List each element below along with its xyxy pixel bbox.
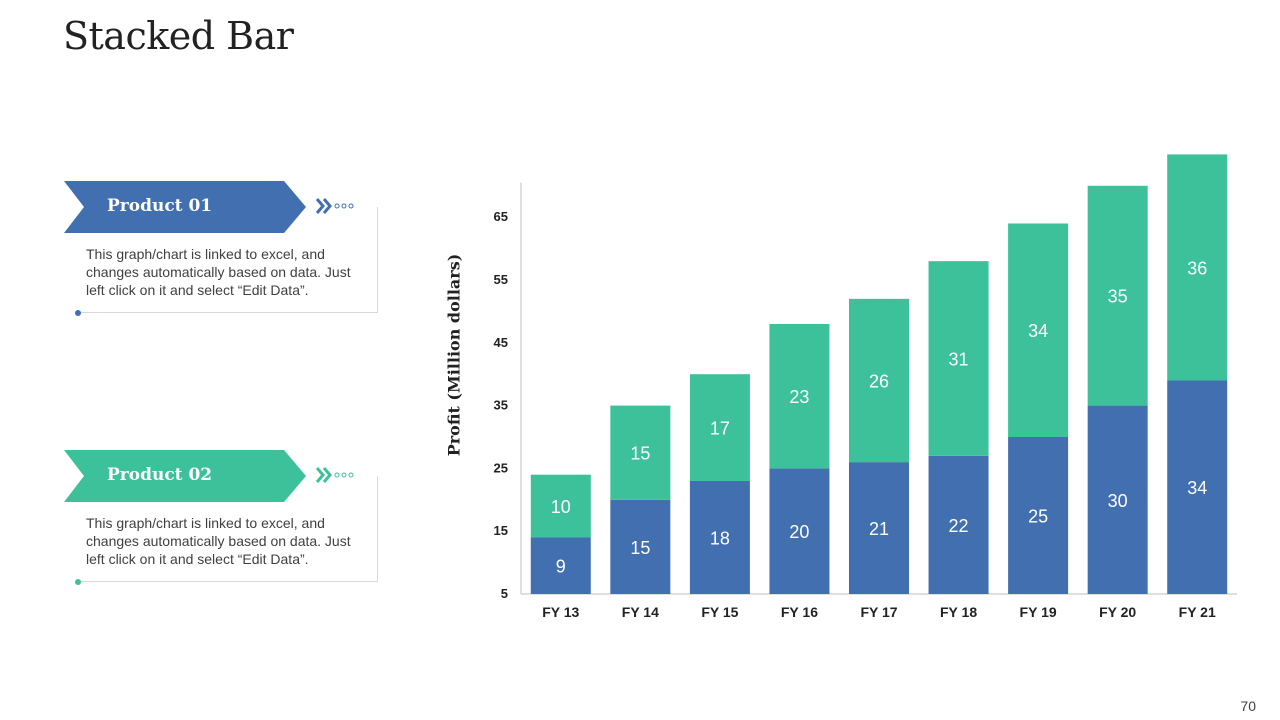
y-tick-label: 55: [494, 272, 508, 287]
data-label: 25: [1028, 507, 1048, 527]
x-tick-label: FY 20: [1099, 604, 1136, 620]
bar-segment-product-02: [530, 474, 591, 538]
bar-segment-product-02: [1008, 223, 1069, 437]
bar-segment-product-01: [1008, 437, 1069, 594]
bar-segment-product-02: [610, 405, 671, 500]
data-label: 21: [869, 519, 889, 539]
bar-segment-product-01: [610, 499, 671, 594]
bar-segment-product-01: [1087, 405, 1148, 594]
bar-segment-product-01: [689, 480, 750, 594]
data-label: 34: [1028, 321, 1048, 341]
x-tick-label: FY 19: [1020, 604, 1057, 620]
data-label: 15: [630, 538, 650, 558]
bullet-dot: [75, 579, 81, 585]
chevron-dots-icon: [316, 198, 354, 214]
x-tick-label: FY 16: [781, 604, 818, 620]
banner-shape: [64, 450, 306, 502]
data-label: 9: [556, 557, 566, 577]
x-tick-label: FY 13: [542, 604, 579, 620]
y-tick-label: 35: [494, 398, 508, 413]
data-label: 10: [551, 497, 571, 517]
chevron-dots-icon: [316, 467, 354, 483]
banner-shape: [64, 181, 306, 233]
banner-arrow-shape: [64, 450, 306, 502]
x-tick-label: FY 15: [701, 604, 738, 620]
bullet-dot: [75, 310, 81, 316]
product-01-card: Product 01 This graph/chart is linked to…: [64, 181, 380, 316]
bar-segment-product-02: [849, 298, 909, 463]
data-label: 26: [869, 371, 889, 391]
product-02-description: This graph/chart is linked to excel, and…: [86, 515, 351, 567]
bar-segment-product-02: [928, 261, 989, 456]
data-label: 36: [1187, 258, 1207, 278]
product-01-banner: Product 01: [64, 181, 306, 233]
page-title: Stacked Bar: [63, 14, 294, 58]
bar-segment-product-02: [1087, 185, 1148, 406]
data-label: 34: [1187, 478, 1207, 498]
y-tick-label: 5: [501, 586, 508, 601]
y-tick-label: 65: [494, 209, 508, 224]
y-tick-label: 15: [494, 523, 508, 538]
product-02-label: Product 02: [107, 465, 213, 485]
product-01-description: This graph/chart is linked to excel, and…: [86, 246, 351, 298]
x-tick-label: FY 21: [1179, 604, 1216, 620]
banner-arrow-shape: [64, 181, 306, 233]
bar-segment-product-01: [530, 537, 591, 594]
product-02-card: Product 02 This graph/chart is linked to…: [64, 450, 380, 585]
x-tick-label: FY 18: [940, 604, 977, 620]
data-label: 23: [789, 387, 809, 407]
data-label: 18: [710, 528, 730, 548]
bar-segment-product-01: [928, 455, 989, 594]
bar-segment-product-02: [769, 323, 830, 469]
x-tick-label: FY 14: [622, 604, 659, 620]
data-label: 35: [1108, 287, 1128, 307]
bar-segment-product-02: [689, 374, 750, 481]
data-label: 31: [949, 350, 969, 370]
bar-segment-product-01: [849, 462, 909, 594]
product-02-banner: Product 02: [64, 450, 306, 502]
data-label: 17: [710, 419, 730, 439]
y-tick-label: 45: [494, 335, 508, 350]
x-tick-label: FY 17: [860, 604, 897, 620]
bar-segment-product-01: [1167, 380, 1228, 594]
bar-segment-product-02: [1167, 154, 1228, 381]
bar-segment-product-01: [769, 468, 830, 594]
data-label: 22: [949, 516, 969, 536]
product-01-label: Product 01: [107, 196, 213, 216]
card-outline: [78, 476, 378, 582]
data-label: 30: [1108, 491, 1128, 511]
data-label: 20: [789, 522, 809, 542]
y-tick-label: 25: [494, 460, 508, 475]
data-label: 15: [630, 444, 650, 464]
card-outline: [78, 207, 378, 313]
page-number: 70: [1240, 698, 1256, 714]
